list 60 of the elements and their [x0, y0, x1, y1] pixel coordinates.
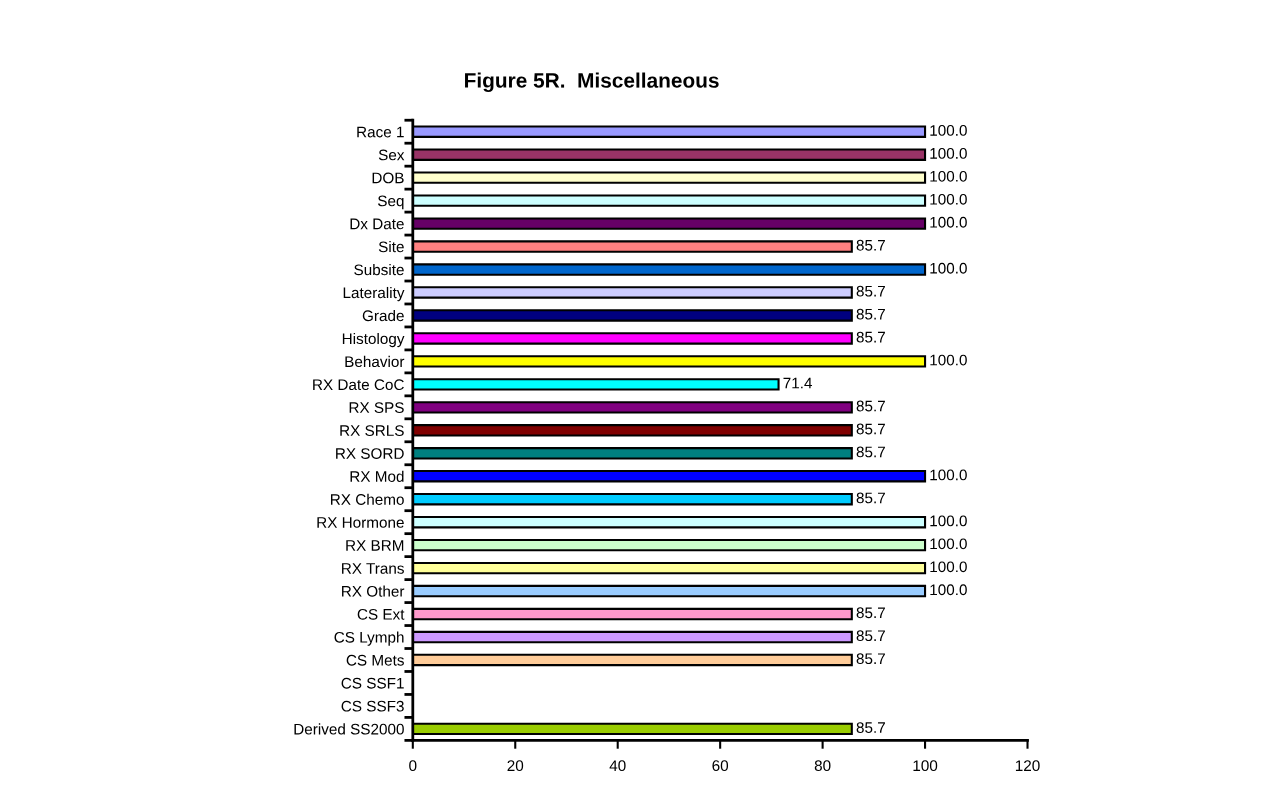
- y-tick-label: RX Trans: [342, 563, 404, 574]
- data-label: 85.7: [856, 630, 885, 642]
- y-tick-label: CS Lymph: [334, 631, 404, 646]
- data-label: 85.7: [856, 400, 885, 412]
- y-tick-label: Sex: [378, 149, 405, 161]
- x-tick-label: 20: [507, 760, 524, 772]
- y-tick-label: Laterality: [343, 286, 405, 302]
- data-label: 85.7: [856, 653, 885, 665]
- y-tick-label: Site: [378, 241, 404, 253]
- y-tick-label: RX SORD: [336, 448, 404, 459]
- data-label: 85.7: [856, 308, 885, 320]
- y-tick-label: CS SSF1: [341, 677, 404, 689]
- data-label: 100.0: [930, 515, 967, 527]
- data-label: 85.7: [856, 492, 885, 504]
- data-label: 85.7: [856, 331, 885, 343]
- x-tick-label: 40: [609, 760, 626, 772]
- y-tick-label: CS SSF3: [341, 700, 404, 712]
- data-label: 71.4: [783, 377, 813, 389]
- y-tick-label: Derived SS2000: [294, 723, 404, 735]
- y-tick-label: Behavior: [345, 355, 405, 368]
- y-tick-label: Dx Date: [350, 218, 404, 230]
- x-tick-label: 120: [1015, 760, 1040, 772]
- chart-title: Figure 5R. Miscellaneous: [465, 72, 719, 93]
- y-tick-label: RX Chemo: [331, 493, 404, 505]
- x-tick-label: 80: [814, 760, 831, 772]
- y-tick-label: RX Hormone: [317, 517, 404, 528]
- y-tick-label: CS Ext: [357, 608, 405, 620]
- y-tick-label: RX SRLS: [340, 425, 404, 436]
- y-tick-label: RX SPS: [349, 402, 404, 414]
- y-tick-label: CS Mets: [346, 654, 404, 666]
- data-label: 100.0: [930, 125, 967, 136]
- data-label: 100.0: [930, 147, 967, 159]
- data-label: 100.0: [930, 538, 967, 550]
- y-tick-label: Histology: [342, 332, 405, 348]
- x-tick-label: 0: [409, 760, 417, 772]
- data-label: 100.0: [930, 262, 967, 274]
- y-tick-label: Race 1: [357, 126, 404, 138]
- y-tick-label: Subsite: [354, 263, 404, 276]
- data-label: 85.7: [856, 446, 885, 458]
- data-label: 100.0: [930, 170, 967, 182]
- x-tick-label: 100: [913, 760, 938, 772]
- data-label: 85.7: [856, 423, 885, 435]
- data-label: 100.0: [930, 216, 967, 228]
- x-tick-label: 60: [712, 760, 729, 772]
- y-tick-label: DOB: [372, 172, 404, 184]
- data-label: 85.7: [856, 722, 885, 733]
- y-tick-label: RX Other: [342, 585, 405, 597]
- y-tick-label: Seq: [377, 195, 404, 210]
- y-tick-label: RX BRM: [346, 540, 404, 551]
- data-label: 100.0: [930, 561, 967, 573]
- data-label: 100.0: [930, 469, 967, 481]
- data-label: 100.0: [930, 584, 967, 596]
- y-tick-label: RX Date CoC: [313, 379, 404, 391]
- data-label: 100.0: [930, 354, 967, 366]
- y-tick-label: RX Mod: [350, 470, 404, 482]
- y-tick-label: Grade: [362, 309, 404, 322]
- data-label: 85.7: [856, 285, 885, 297]
- data-label: 85.7: [856, 239, 885, 251]
- data-label: 100.0: [930, 193, 967, 205]
- data-label: 85.7: [856, 607, 885, 619]
